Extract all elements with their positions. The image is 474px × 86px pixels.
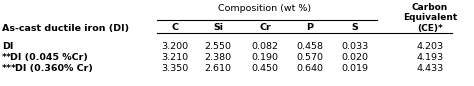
Text: ***: *** (2, 64, 17, 73)
Text: 0.450: 0.450 (252, 64, 279, 73)
Text: C: C (172, 23, 179, 32)
Text: 4.203: 4.203 (417, 42, 444, 51)
Text: 2.380: 2.380 (204, 53, 232, 62)
Text: 0.082: 0.082 (252, 42, 279, 51)
Text: 3.210: 3.210 (162, 53, 189, 62)
Text: 3.200: 3.200 (162, 42, 189, 51)
Text: 0.019: 0.019 (341, 64, 368, 73)
Text: 0.190: 0.190 (252, 53, 279, 62)
Text: DI (0.045 %Cr): DI (0.045 %Cr) (10, 53, 88, 62)
Text: Composition (wt %): Composition (wt %) (219, 4, 311, 13)
Text: 4.433: 4.433 (416, 64, 444, 73)
Text: P: P (307, 23, 313, 32)
Text: 3.350: 3.350 (161, 64, 189, 73)
Text: 0.033: 0.033 (341, 42, 369, 51)
Text: Si: Si (213, 23, 223, 32)
Text: DI (0.360% Cr): DI (0.360% Cr) (15, 64, 92, 73)
Text: 0.020: 0.020 (341, 53, 368, 62)
Text: 4.193: 4.193 (417, 53, 444, 62)
Text: Carbon
Equivalent
(CE)*: Carbon Equivalent (CE)* (403, 3, 457, 33)
Text: 0.640: 0.640 (297, 64, 323, 73)
Text: 2.610: 2.610 (204, 64, 231, 73)
Text: **: ** (2, 53, 12, 62)
Text: DI: DI (2, 42, 13, 51)
Text: 0.570: 0.570 (297, 53, 323, 62)
Text: Cr: Cr (259, 23, 271, 32)
Text: As-cast ductile iron (DI): As-cast ductile iron (DI) (2, 24, 129, 33)
Text: 2.550: 2.550 (204, 42, 231, 51)
Text: 0.458: 0.458 (297, 42, 323, 51)
Text: S: S (352, 23, 358, 32)
